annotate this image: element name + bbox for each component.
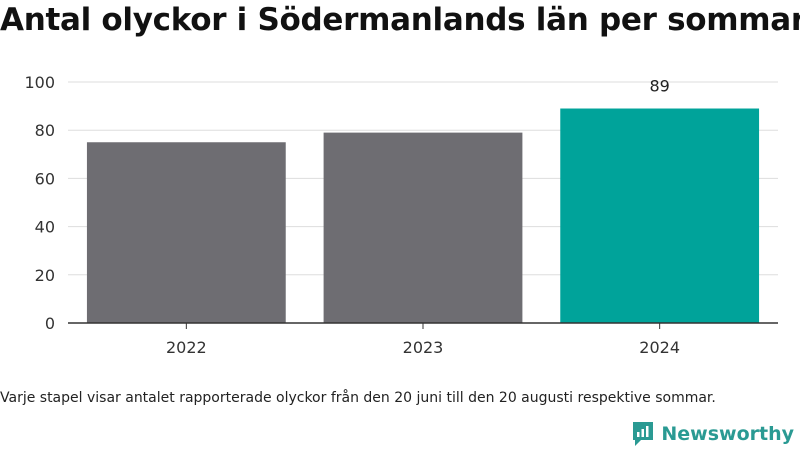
chart-title: Antal olyckor i Södermanlands län per so… (0, 2, 800, 38)
brand: Newsworthy (631, 420, 794, 448)
bar-2022 (86, 142, 286, 323)
bars (86, 108, 760, 323)
brand-name: Newsworthy (661, 423, 794, 445)
axes: 0 20 40 60 80 100 2022 2023 2024 (24, 73, 778, 357)
bar-chart: 89 0 20 40 60 80 100 2022 2023 2024 (24, 73, 778, 357)
bar-2023 (323, 132, 523, 323)
bar-2024 (560, 108, 760, 323)
data-label-2024: 89 (649, 77, 669, 96)
data-labels: 89 (649, 77, 669, 96)
y-tick-label: 60 (35, 169, 55, 188)
y-tick-label: 40 (35, 218, 55, 237)
x-tick-label: 2024 (639, 338, 680, 357)
x-tick-label: 2023 (403, 338, 444, 357)
y-tick-label: 20 (35, 266, 55, 285)
x-tick-label: 2022 (166, 338, 207, 357)
newsworthy-logo-icon (633, 422, 654, 446)
chart-caption: Varje stapel visar antalet rapporterade … (0, 390, 716, 406)
y-tick-label: 80 (35, 121, 55, 140)
y-tick-label: 100 (24, 73, 55, 92)
y-tick-label: 0 (45, 314, 55, 333)
